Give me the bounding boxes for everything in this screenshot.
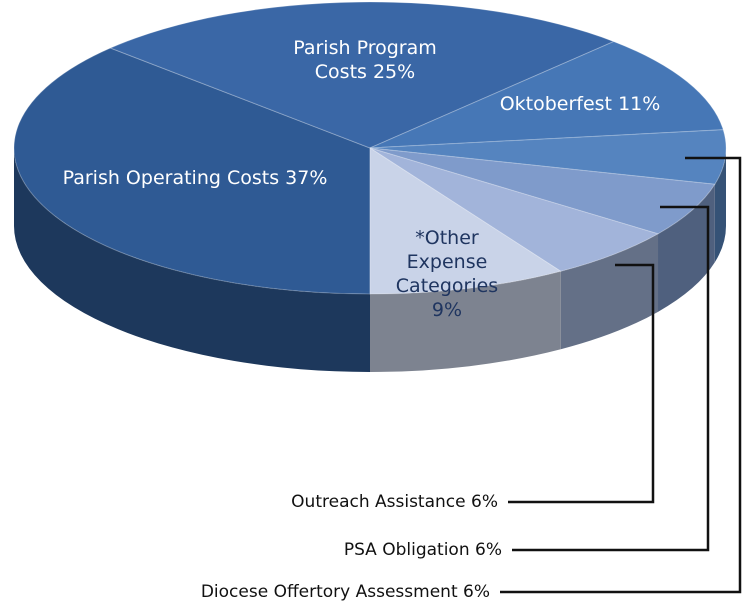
- slice-label: Parish Program Costs 25%: [270, 36, 460, 84]
- slice-label: Parish Operating Costs 37%: [60, 166, 330, 190]
- slice-label: Oktoberfest 11%: [480, 92, 680, 116]
- leader-line: [500, 156, 742, 594]
- slice-label: Outreach Assistance 6%: [291, 492, 498, 512]
- label-value: 25%: [372, 61, 416, 83]
- slice-side: [560, 233, 659, 350]
- label-value: 6%: [471, 492, 498, 512]
- slice: [369, 147, 660, 272]
- slice-side: [714, 148, 726, 263]
- slice-side: [14, 148, 370, 372]
- label-name: Diocese Offertory Assessment: [201, 582, 458, 602]
- slice: [109, 1, 616, 149]
- slice-label: PSA Obligation 6%: [344, 540, 502, 560]
- leader-line: [508, 263, 655, 504]
- leader-line: [512, 205, 710, 552]
- label-name: PSA Obligation: [344, 540, 470, 560]
- slice-label: *Other Expense Categories 9%: [392, 226, 502, 322]
- label-name: Oktoberfest: [499, 93, 613, 115]
- slice-label: Diocese Offertory Assessment 6%: [201, 582, 490, 602]
- slice: [13, 47, 371, 295]
- label-value: 9%: [431, 299, 463, 321]
- label-name: Parish Operating Costs: [62, 167, 280, 189]
- label-value: 11%: [618, 93, 661, 115]
- label-name: Parish Program Costs: [293, 37, 437, 83]
- slice-side: [658, 184, 715, 312]
- label-value: 6%: [475, 540, 502, 560]
- label-value: 6%: [463, 582, 490, 602]
- slice: [369, 41, 724, 149]
- slice: [369, 147, 562, 295]
- label-name: Outreach Assistance: [291, 492, 465, 512]
- slice: [369, 147, 716, 235]
- label-name: *Other Expense Categories: [395, 227, 499, 297]
- slices: [13, 1, 727, 372]
- label-value: 37%: [285, 167, 328, 189]
- slice-side: [370, 271, 561, 372]
